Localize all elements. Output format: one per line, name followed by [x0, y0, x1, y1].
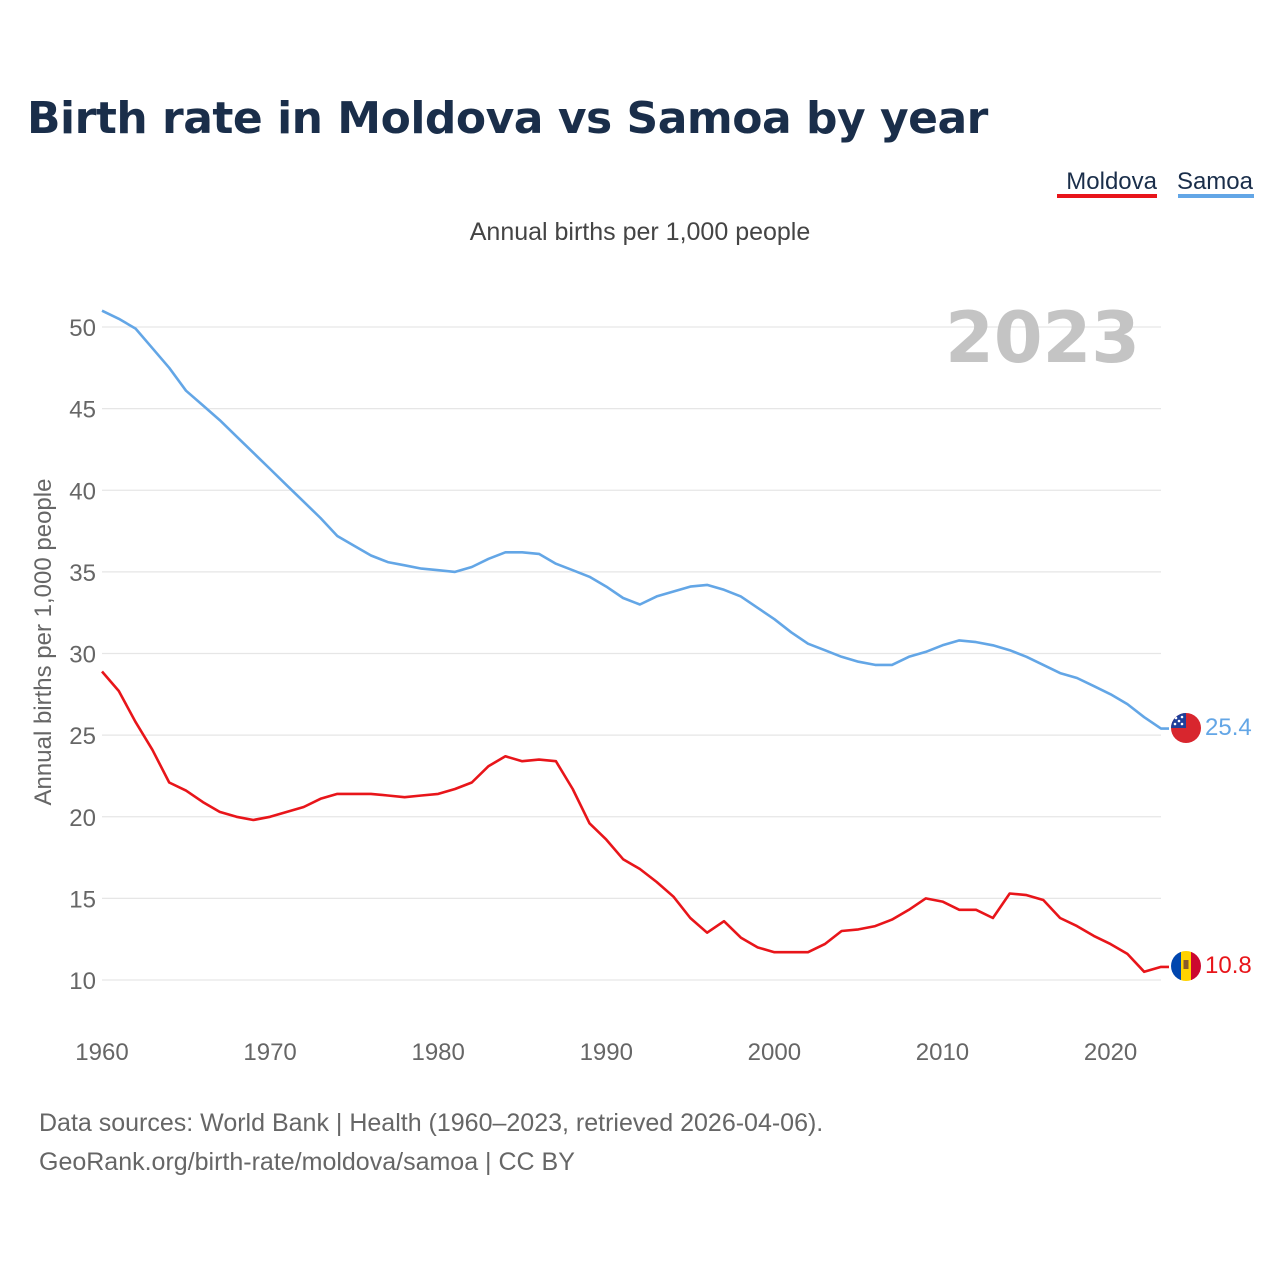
- x-tick-label: 2010: [916, 1039, 969, 1066]
- x-tick-label: 1990: [580, 1039, 633, 1066]
- y-tick-label: 45: [69, 397, 96, 424]
- y-tick-label: 10: [69, 968, 96, 995]
- x-tick-label: 1960: [75, 1039, 128, 1066]
- chart-subtitle: Annual births per 1,000 people: [470, 218, 811, 246]
- y-tick-label: 40: [69, 478, 96, 505]
- y-tick-label: 20: [69, 805, 96, 832]
- y-tick-label: 35: [69, 560, 96, 587]
- source-line-2: GeoRank.org/birth-rate/moldova/samoa | C…: [39, 1148, 575, 1176]
- series: [101, 309, 1169, 974]
- series-line-samoa: [101, 309, 1169, 730]
- legend-item-samoa[interactable]: Samoa: [1177, 168, 1254, 195]
- x-tick-label: 1980: [411, 1039, 464, 1066]
- legend: Moldova Samoa: [1057, 168, 1254, 198]
- x-axis: 1960 1970 1980 1990 2000 2010 2020: [75, 1039, 1137, 1066]
- legend-swatch-samoa: [1178, 194, 1254, 198]
- y-tick-label: 50: [69, 315, 96, 342]
- samoa-flag-icon: [1171, 713, 1201, 743]
- chart-title: Birth rate in Moldova vs Samoa by year: [27, 93, 989, 144]
- x-tick-label: 2000: [748, 1039, 801, 1066]
- y-axis: 10 15 20 25 30 35 40 45 50: [69, 315, 96, 995]
- y-tick-label: 15: [69, 886, 96, 913]
- samoa-end-value: 25.4: [1205, 714, 1252, 741]
- moldova-flag-icon: [1171, 951, 1201, 981]
- source-line-1: Data sources: World Bank | Health (1960–…: [39, 1109, 823, 1137]
- y-tick-label: 25: [69, 723, 96, 750]
- legend-item-moldova[interactable]: Moldova: [1066, 168, 1157, 195]
- y-axis-label: Annual births per 1,000 people: [30, 479, 57, 806]
- x-tick-label: 1970: [243, 1039, 296, 1066]
- moldova-end-value: 10.8: [1205, 952, 1252, 979]
- legend-swatch-moldova: [1057, 194, 1157, 198]
- x-tick-label: 2020: [1084, 1039, 1137, 1066]
- year-label: 2023: [945, 297, 1140, 379]
- grid: [102, 326, 1161, 981]
- y-tick-label: 30: [69, 642, 96, 669]
- series-line-moldova: [101, 670, 1169, 974]
